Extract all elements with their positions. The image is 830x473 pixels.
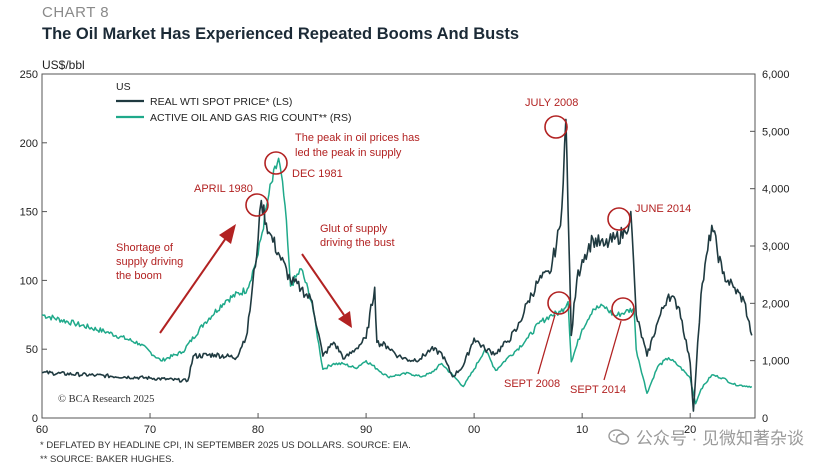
pointer-sep-2014 [603,320,622,381]
left-tick-label: 50 [26,344,38,356]
axis-ticks: 0 50 100 150 200 250 0 1,000 2,000 3,000 4,000 5,00… [20,69,790,436]
annotation-circle-jul-2008 [544,115,568,139]
x-tick-label: 10 [576,424,588,436]
right-tick-label: 5,000 [762,126,790,138]
annotation-peak-line1: The peak in oil prices has [295,132,420,144]
footnote-2: ** SOURCE: BAKER HUGHES. [40,454,175,465]
chart-number-label: CHART 8 [42,4,110,21]
watermark-text: 公众号 · 见微知著杂谈 [635,429,804,448]
annotation-shortage-line1: Shortage of [116,242,174,254]
legend-wti-label: REAL WTI SPOT PRICE* (LS) [150,96,292,108]
annotation-jul-2008: JULY 2008 [525,97,578,109]
annotation-circle-sep-2008 [547,291,571,315]
arrow-bust [301,253,352,328]
right-tick-label: 6,000 [762,69,790,81]
annotation-apr-1980: APRIL 1980 [194,183,253,195]
annotation-peak-line2: led the peak in supply [295,147,402,159]
x-tick-label: 70 [144,424,156,436]
annotations: APRIL 1980 DEC 1981 The peak in oil pric… [116,97,691,396]
annotation-sep-2014: SEPT 2014 [570,384,626,396]
chart-title: The Oil Market Has Experienced Repeated … [42,25,520,43]
annotation-glut-line1: Glut of supply [320,223,388,235]
x-tick-label: 20 [684,424,696,436]
x-tick-label: 60 [36,424,48,436]
footnote-1: * DEFLATED BY HEADLINE CPI, IN SEPTEMBER… [40,440,411,451]
annotation-circle-dec-1981 [264,151,288,175]
annotation-sep-2008: SEPT 2008 [504,378,560,390]
right-tick-label: 4,000 [762,184,790,196]
wechat-icon [608,428,630,445]
legend-rigs-label: ACTIVE OIL AND GAS RIG COUNT** (RS) [150,112,351,124]
x-tick-label: 00 [468,424,480,436]
right-tick-label: 2,000 [762,298,790,310]
annotation-glut-line2: driving the bust [320,237,395,249]
chart-credit: © BCA Research 2025 [58,394,154,405]
series-line-rig-count [41,157,753,405]
arrow-boom [159,224,236,334]
series-line-wti-price [41,118,753,412]
left-tick-label: 200 [20,138,38,150]
x-tick-label: 90 [360,424,372,436]
legend-region-label: US [116,81,131,93]
left-tick-label: 150 [20,207,38,219]
right-tick-label: 1,000 [762,356,790,368]
left-tick-label: 250 [20,69,38,81]
annotation-circle-sep-2014 [611,297,635,321]
watermark: 公众号 · 见微知著杂谈 [608,424,804,449]
annotation-jun-2014: JUNE 2014 [635,203,691,215]
legend: US REAL WTI SPOT PRICE* (LS) ACTIVE OIL … [116,81,351,124]
annotation-shortage-line2: supply driving [116,256,183,268]
x-tick-label: 80 [252,424,264,436]
annotation-circle-jun-2014 [607,207,631,231]
annotation-dec-1981: DEC 1981 [292,168,343,180]
annotation-circle-apr-1980 [245,193,269,217]
annotation-shortage-line3: the boom [116,270,162,282]
left-tick-label: 100 [20,275,38,287]
pointer-sep-2008 [537,314,556,375]
series-layer [41,118,753,412]
right-tick-label: 0 [762,413,768,425]
right-tick-label: 3,000 [762,241,790,253]
left-axis-unit-label: US$/bbl [42,58,85,72]
left-tick-label: 0 [32,413,38,425]
